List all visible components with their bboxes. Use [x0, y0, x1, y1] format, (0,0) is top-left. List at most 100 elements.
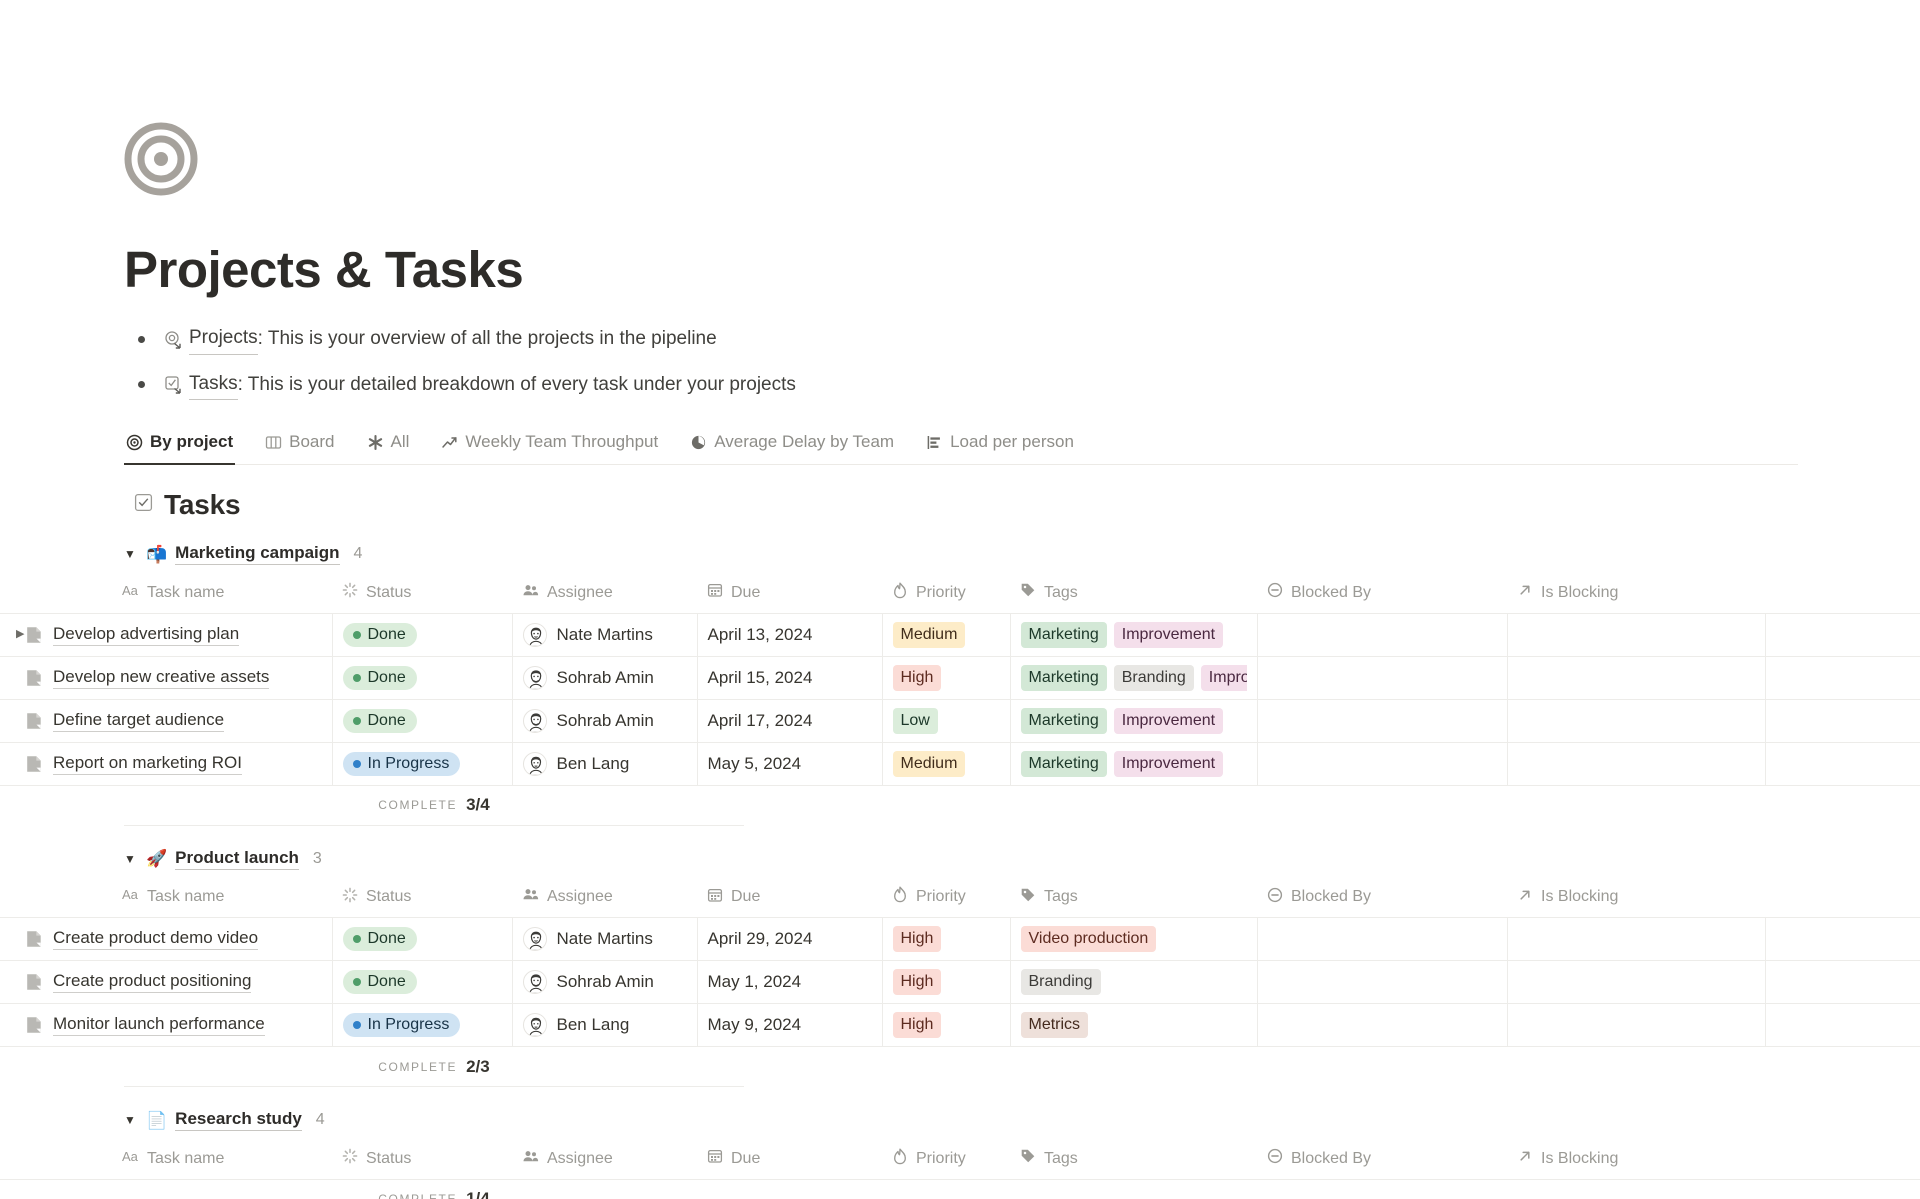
cell-status[interactable]: In Progress: [332, 1003, 513, 1048]
row-expand-toggle[interactable]: ▶: [16, 628, 25, 641]
projects-link[interactable]: Projects: [189, 324, 258, 355]
cell-task-name[interactable]: ▶ Monitor launch performance: [0, 1003, 333, 1048]
tag-chip[interactable]: Marketing: [1020, 750, 1107, 777]
cell-due-date[interactable]: April 17, 2024: [697, 699, 883, 743]
cell-task-name[interactable]: ▶ Create product demo video: [0, 917, 333, 962]
status-badge[interactable]: Done: [342, 622, 417, 647]
table-row[interactable]: ▶ Define target audience Done Sohrab Ami…: [0, 699, 1920, 743]
tag-chip[interactable]: Marketing: [1020, 621, 1107, 648]
cell-blocked-by[interactable]: [1257, 656, 1508, 700]
cell-priority[interactable]: High: [882, 656, 1011, 700]
cell-tags[interactable]: Branding: [1010, 960, 1258, 1005]
cell-status[interactable]: Done: [332, 613, 513, 657]
group-header[interactable]: ▼ 🚀 Product launch 3: [124, 848, 1920, 870]
tag-chip[interactable]: Marketing: [1020, 664, 1107, 691]
group-collapse-toggle[interactable]: ▼: [124, 1113, 136, 1128]
tag-chip[interactable]: Improvement: [1113, 621, 1224, 648]
column-header-priority[interactable]: Priority: [882, 877, 1010, 919]
priority-badge[interactable]: High: [892, 664, 942, 691]
column-header-is-blocking[interactable]: Is Blocking: [1507, 877, 1765, 919]
cell-assignee[interactable]: Sohrab Amin: [512, 699, 698, 743]
cell-assignee[interactable]: Nate Martins: [512, 613, 698, 657]
column-header-status[interactable]: Status: [332, 877, 512, 919]
table-row[interactable]: ▶ Develop new creative assets Done Sohra…: [0, 656, 1920, 700]
cell-status[interactable]: Done: [332, 917, 513, 962]
status-badge[interactable]: In Progress: [342, 751, 461, 776]
column-header-assignee[interactable]: Assignee: [512, 1139, 697, 1180]
cell-status[interactable]: Done: [332, 656, 513, 700]
column-header-due[interactable]: Due: [697, 877, 882, 919]
group-name[interactable]: Research study: [175, 1109, 302, 1132]
column-header-task-name[interactable]: Aa Task name: [0, 877, 332, 919]
cell-status[interactable]: Done: [332, 960, 513, 1005]
task-name-label[interactable]: Create product demo video: [53, 928, 259, 951]
column-header-tags[interactable]: Tags: [1010, 877, 1257, 919]
cell-task-name[interactable]: ▶ Create product positioning: [0, 960, 333, 1005]
cell-is-blocking[interactable]: [1507, 656, 1766, 700]
cell-status[interactable]: Done: [332, 699, 513, 743]
tab-board[interactable]: Board: [263, 426, 336, 465]
cell-due-date[interactable]: April 13, 2024: [697, 613, 883, 657]
cell-priority[interactable]: High: [882, 960, 1011, 1005]
cell-assignee[interactable]: Sohrab Amin: [512, 960, 698, 1005]
cell-priority[interactable]: Low: [882, 699, 1011, 743]
cell-tags[interactable]: Marketing Improvement: [1010, 742, 1258, 786]
column-header-assignee[interactable]: Assignee: [512, 877, 697, 919]
table-row[interactable]: ▶ Monitor launch performance In Progress…: [0, 1003, 1920, 1048]
cell-blocked-by[interactable]: [1257, 1003, 1508, 1048]
cell-priority[interactable]: High: [882, 1003, 1011, 1048]
table-row[interactable]: ▶ Create product demo video Done Nate Ma…: [0, 917, 1920, 962]
cell-task-name[interactable]: ▶ Develop new creative assets: [0, 656, 333, 700]
tag-chip[interactable]: Video production: [1020, 926, 1157, 953]
column-header-priority[interactable]: Priority: [882, 1139, 1010, 1180]
cell-is-blocking[interactable]: [1507, 699, 1766, 743]
tab-by-project[interactable]: By project: [124, 426, 236, 466]
status-badge[interactable]: Done: [342, 665, 417, 690]
priority-badge[interactable]: Low: [892, 707, 938, 734]
cell-task-name[interactable]: ▶ Define target audience: [0, 699, 333, 743]
cell-due-date[interactable]: May 5, 2024: [697, 742, 883, 786]
cell-status[interactable]: In Progress: [332, 742, 513, 786]
column-header-blocked-by[interactable]: Blocked By: [1257, 1139, 1507, 1180]
column-header-blocked-by[interactable]: Blocked By: [1257, 573, 1507, 614]
cell-assignee[interactable]: Sohrab Amin: [512, 656, 698, 700]
cell-blocked-by[interactable]: [1257, 699, 1508, 743]
task-name-label[interactable]: Create product positioning: [53, 971, 252, 994]
cell-is-blocking[interactable]: [1507, 960, 1766, 1005]
cell-tags[interactable]: Metrics: [1010, 1003, 1258, 1048]
task-name-label[interactable]: Report on marketing ROI: [53, 753, 242, 775]
column-header-assignee[interactable]: Assignee: [512, 573, 697, 614]
cell-task-name[interactable]: ▶ Report on marketing ROI: [0, 742, 333, 786]
cell-priority[interactable]: High: [882, 917, 1011, 962]
tag-chip[interactable]: Improvement: [1113, 707, 1224, 734]
priority-badge[interactable]: High: [892, 1012, 942, 1039]
task-name-label[interactable]: Develop advertising plan: [53, 624, 240, 646]
group-header[interactable]: ▼ 📄 Research study 4: [124, 1109, 1920, 1132]
cell-blocked-by[interactable]: [1257, 742, 1508, 786]
cell-assignee[interactable]: Ben Lang: [512, 1003, 698, 1048]
cell-priority[interactable]: Medium: [882, 742, 1011, 786]
tag-chip[interactable]: Improvement: [1200, 664, 1247, 691]
task-name-label[interactable]: Define target audience: [53, 710, 225, 732]
group-name[interactable]: Marketing campaign: [175, 543, 340, 566]
tag-chip[interactable]: Branding: [1020, 969, 1101, 996]
group-name[interactable]: Product launch: [175, 848, 299, 870]
cell-assignee[interactable]: Nate Martins: [512, 917, 698, 962]
cell-tags[interactable]: Marketing Improvement: [1010, 613, 1258, 657]
task-name-label[interactable]: Develop new creative assets: [53, 667, 270, 689]
tag-chip[interactable]: Metrics: [1020, 1012, 1089, 1039]
cell-task-name[interactable]: ▶ Develop advertising plan: [0, 613, 333, 657]
table-row[interactable]: ▶ Report on marketing ROI In Progress Be…: [0, 742, 1920, 786]
priority-badge[interactable]: High: [892, 926, 942, 953]
priority-badge[interactable]: Medium: [892, 621, 966, 648]
tag-chip[interactable]: Branding: [1113, 664, 1194, 691]
cell-tags[interactable]: Video production: [1010, 917, 1258, 962]
tab-all[interactable]: All: [365, 426, 412, 465]
cell-tags[interactable]: Marketing Improvement: [1010, 699, 1258, 743]
task-name-label[interactable]: Monitor launch performance: [53, 1014, 265, 1037]
priority-badge[interactable]: High: [892, 969, 942, 996]
priority-badge[interactable]: Medium: [892, 750, 966, 777]
cell-due-date[interactable]: April 29, 2024: [697, 917, 883, 962]
column-header-is-blocking[interactable]: Is Blocking: [1507, 573, 1765, 614]
column-header-task-name[interactable]: Aa Task name: [0, 573, 332, 614]
